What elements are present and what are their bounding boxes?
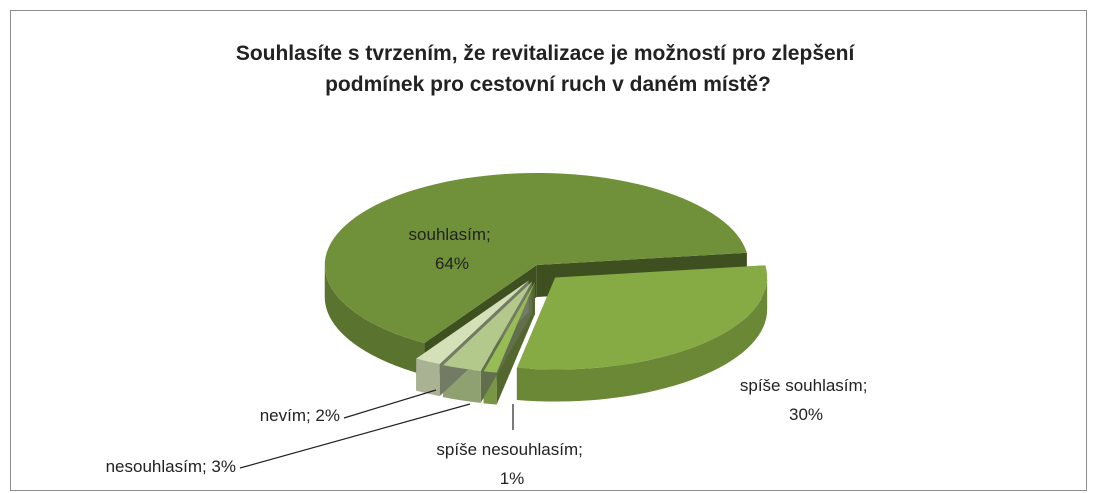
data-label: spíše nesouhlasím; 1% (436, 440, 587, 488)
labels: souhlasím; 64%spíše souhlasím; 30%spíše … (106, 225, 873, 488)
label-line: spíše souhlasím; (740, 376, 872, 395)
leader-line (343, 389, 437, 419)
chart-title: Souhlasíte s tvrzením, že revitalizace j… (236, 42, 860, 96)
title-line: Souhlasíte s tvrzením, že revitalizace j… (236, 42, 860, 65)
slice (324, 173, 747, 343)
slice-wall (416, 358, 440, 397)
label-line: 30% (789, 405, 823, 424)
title-line: podmínek pro cestovní ruch v daném místě… (325, 73, 771, 96)
data-label: nevím; 2% (260, 406, 340, 425)
data-label: nesouhlasím; 3% (106, 457, 236, 476)
data-label: souhlasím; 64% (409, 225, 496, 273)
label-line: 1% (500, 469, 525, 488)
label-line: 64% (435, 254, 469, 273)
slice-face (416, 280, 529, 391)
slice-wall (324, 264, 425, 375)
pie (324, 173, 768, 405)
label-line: souhlasím; (409, 225, 496, 244)
slice (516, 265, 768, 370)
slice (443, 281, 533, 371)
leader-line (239, 403, 471, 469)
slice (483, 282, 535, 373)
slice (416, 280, 529, 365)
data-label: spíše souhlasím; 30% (740, 376, 872, 424)
label-line: spíše nesouhlasím; (436, 440, 587, 459)
slice-wall (516, 277, 768, 402)
